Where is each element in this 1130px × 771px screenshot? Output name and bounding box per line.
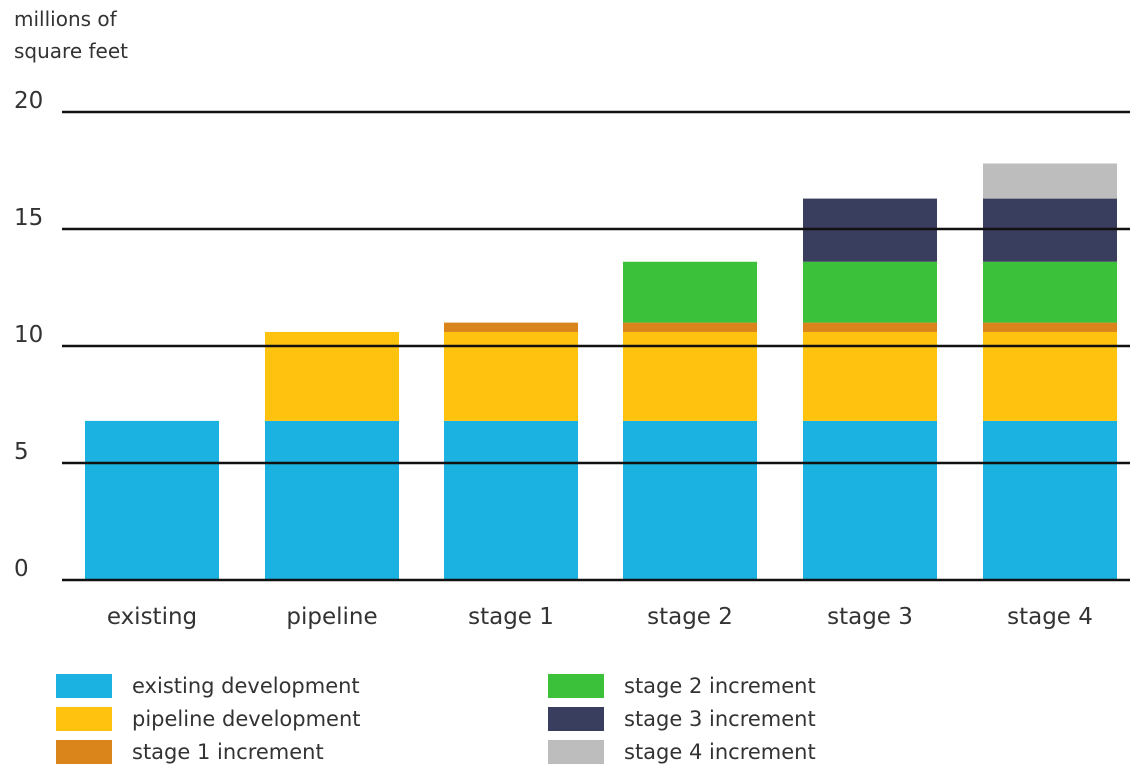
legend-swatch-stage-4-increment <box>548 740 604 764</box>
y-tick-label-15: 15 <box>14 205 43 231</box>
legend-swatch-stage-1-increment <box>56 740 112 764</box>
bar-segment-stage-4-series-2 <box>983 322 1117 332</box>
bar-segment-stage-3-series-3 <box>803 261 937 323</box>
bar-segment-stage-2-series-3 <box>623 261 757 323</box>
y-tick-label-0: 0 <box>14 556 29 582</box>
bar-segment-stage-4-series-5 <box>983 163 1117 199</box>
x-tick-label-stage-4: stage 4 <box>1007 604 1093 630</box>
bar-segment-stage-2-series-0 <box>623 420 757 580</box>
x-tick-label-existing: existing <box>107 604 197 630</box>
legend-label-stage-4-increment: stage 4 increment <box>624 740 816 764</box>
legend-label-stage-3-increment: stage 3 increment <box>624 707 816 731</box>
y-tick-label-10: 10 <box>14 322 43 348</box>
bar-segment-stage-1-series-2 <box>444 322 578 332</box>
legend-swatch-stage-2-increment <box>548 674 604 698</box>
bar-segment-stage-3-series-2 <box>803 322 937 332</box>
x-tick-label-stage-1: stage 1 <box>468 604 554 630</box>
legend-label-stage-1-increment: stage 1 increment <box>132 740 324 764</box>
legend-swatch-pipeline-development <box>56 707 112 731</box>
x-tick-label-stage-3: stage 3 <box>827 604 913 630</box>
bar-segment-stage-4-series-3 <box>983 261 1117 323</box>
bar-segment-stage-2-series-2 <box>623 322 757 332</box>
bar-segment-existing-series-0 <box>85 420 219 580</box>
bar-segment-pipeline-series-0 <box>265 420 399 580</box>
legend-label-pipeline-development: pipeline development <box>132 707 361 731</box>
bar-segment-stage-3-series-0 <box>803 420 937 580</box>
legend-swatch-stage-3-increment <box>548 707 604 731</box>
y-tick-label-5: 5 <box>14 439 29 465</box>
x-tick-label-pipeline: pipeline <box>286 604 377 630</box>
legend-label-stage-2-increment: stage 2 increment <box>624 674 816 698</box>
legend-label-existing-development: existing development <box>132 674 360 698</box>
bar-segment-stage-1-series-0 <box>444 420 578 580</box>
x-tick-label-stage-2: stage 2 <box>647 604 733 630</box>
legend-swatch-existing-development <box>56 674 112 698</box>
y-tick-label-20: 20 <box>14 88 43 114</box>
y-axis-title-line2: square feet <box>14 39 128 63</box>
bar-segment-stage-4-series-0 <box>983 420 1117 580</box>
y-axis-title-line1: millions of <box>14 7 117 31</box>
